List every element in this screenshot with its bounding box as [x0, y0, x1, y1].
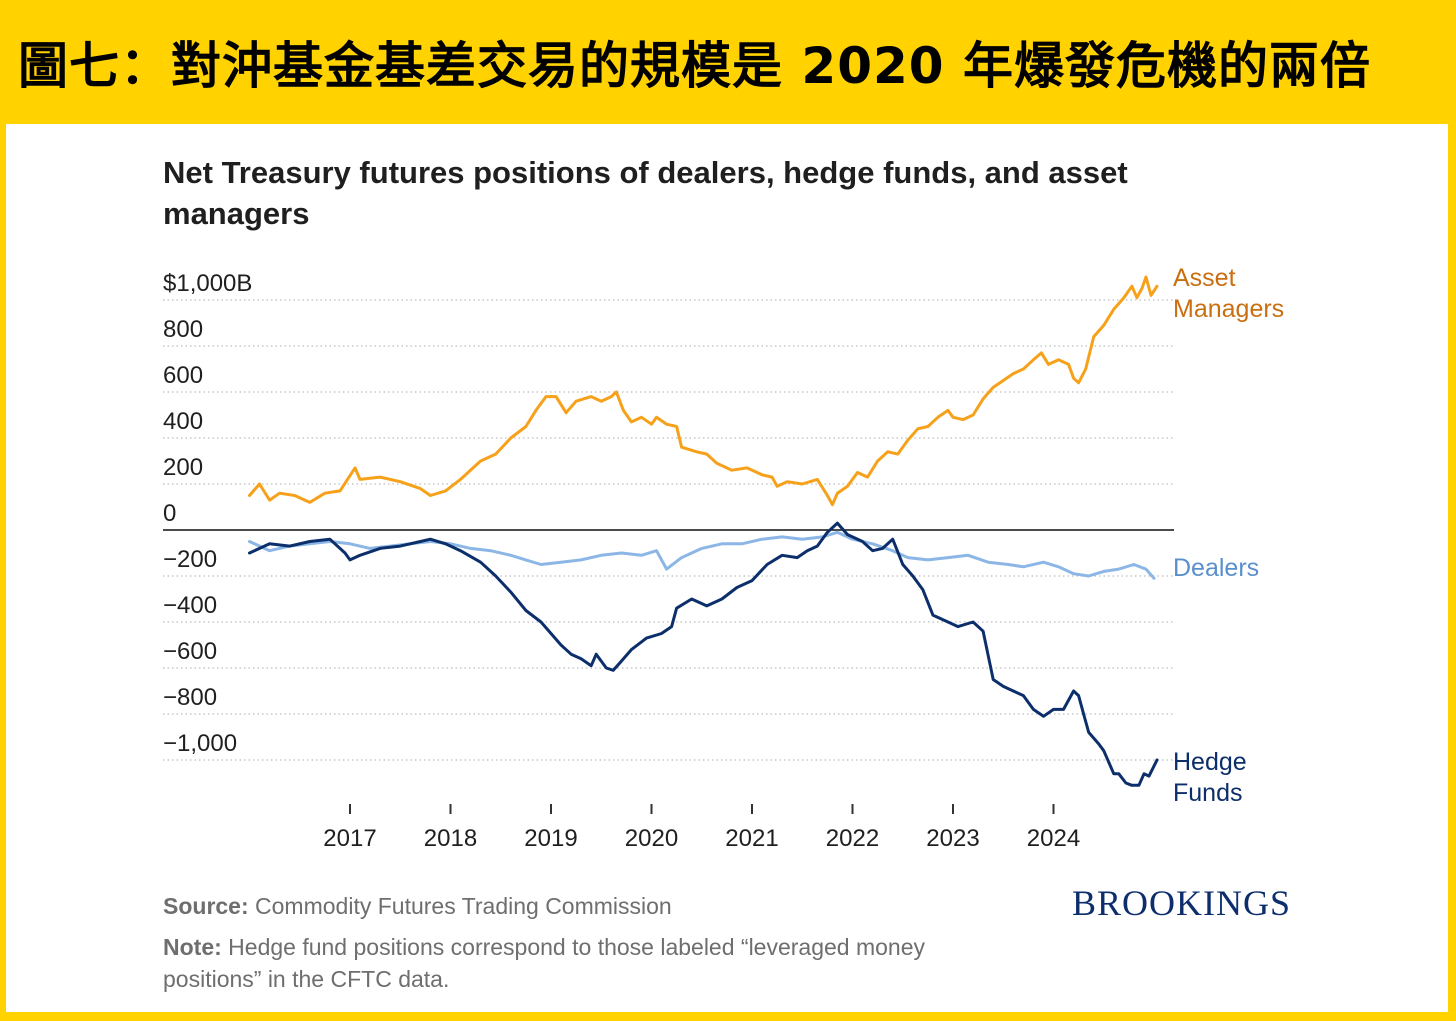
- series-label-hedge-funds: Funds: [1173, 779, 1242, 807]
- y-tick-label: −400: [163, 592, 217, 619]
- y-tick-label: $1,000B: [163, 270, 252, 297]
- footnote: Note: Hedge fund positions correspond to…: [163, 934, 926, 992]
- series-labels: Asset Managers Dealers Hedge Funds: [1173, 264, 1284, 807]
- y-tick-label: 0: [163, 500, 176, 527]
- series-label-hedge-funds: Hedge: [1173, 748, 1247, 776]
- x-tick-label: 2021: [725, 825, 778, 852]
- x-axis: 2017 2018 2019 2020 2021 2022 2023 2024: [323, 804, 1080, 852]
- series-lines: [248, 275, 1159, 787]
- x-tick-label: 2023: [926, 825, 979, 852]
- series-line-asset-managers: [248, 275, 1159, 507]
- chart-title: Net Treasury futures positions of dealer…: [163, 155, 1128, 231]
- series-label-dealers: Dealers: [1173, 554, 1259, 582]
- y-axis-labels: $1,000B 800 600 400 200 0 −200 −400 −600 −800 −1,0…: [163, 270, 252, 757]
- y-tick-label: 200: [163, 454, 203, 481]
- brookings-logo: BROOKINGS: [1072, 883, 1292, 923]
- banner-title: 圖七：對沖基金基差交易的規模是 2020 年爆發危機的兩倍: [18, 37, 1371, 95]
- source-note: Source: Commodity Futures Trading Commis…: [163, 893, 672, 919]
- x-tick-label: 2018: [424, 825, 477, 852]
- gridlines: [163, 299, 1174, 761]
- y-tick-label: 400: [163, 408, 203, 435]
- series-line-hedge-funds: [248, 521, 1159, 787]
- x-tick-label: 2024: [1027, 825, 1080, 852]
- x-tick-label: 2017: [323, 825, 376, 852]
- y-tick-label: −1,000: [163, 730, 237, 757]
- y-tick-label: 800: [163, 316, 203, 343]
- series-line-dealers: [248, 530, 1156, 580]
- series-label-asset-managers: Managers: [1173, 295, 1284, 323]
- y-tick-label: −600: [163, 638, 217, 665]
- title-banner: 圖七：對沖基金基差交易的規模是 2020 年爆發危機的兩倍: [0, 0, 1456, 124]
- x-tick-label: 2022: [826, 825, 879, 852]
- y-tick-label: 600: [163, 362, 203, 389]
- y-tick-label: −200: [163, 546, 217, 573]
- x-tick-label: 2020: [625, 825, 678, 852]
- chart-card: Net Treasury futures positions of dealer…: [6, 124, 1448, 1012]
- y-tick-label: −800: [163, 684, 217, 711]
- series-label-asset-managers: Asset: [1173, 264, 1236, 292]
- line-chart: $1,000B 800 600 400 200 0 −200 −400 −600 −800 −1,0…: [163, 264, 1284, 852]
- x-tick-label: 2019: [524, 825, 577, 852]
